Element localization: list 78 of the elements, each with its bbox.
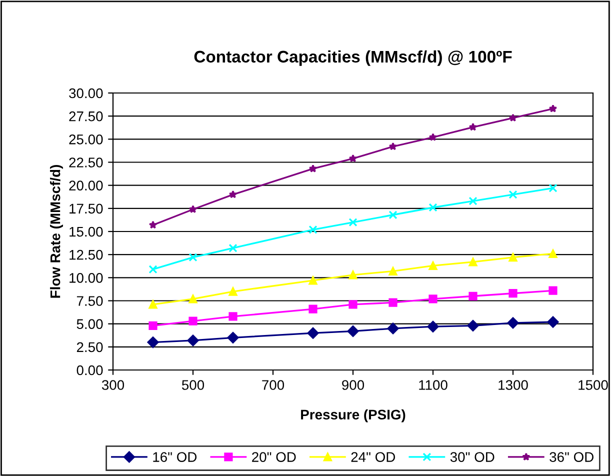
point bbox=[228, 244, 238, 252]
point bbox=[188, 253, 198, 262]
point bbox=[308, 304, 318, 314]
point bbox=[548, 249, 558, 258]
point bbox=[308, 225, 318, 234]
point bbox=[548, 184, 558, 192]
point bbox=[388, 210, 398, 220]
x-tick-label: 1300 bbox=[498, 380, 528, 390]
point bbox=[428, 294, 438, 304]
point bbox=[148, 265, 158, 274]
point bbox=[388, 142, 398, 150]
y-tick-label: 2.50 bbox=[76, 342, 103, 352]
point bbox=[388, 298, 398, 307]
y-tick-label: 27.50 bbox=[69, 111, 103, 122]
x-tick-label: 900 bbox=[342, 380, 364, 390]
point bbox=[428, 203, 438, 212]
y-tick-label: 7.50 bbox=[76, 296, 103, 306]
y-tick-label: 12.50 bbox=[70, 250, 103, 260]
point bbox=[308, 276, 318, 285]
point bbox=[307, 327, 319, 339]
point bbox=[148, 321, 158, 330]
point bbox=[347, 325, 359, 337]
y-tick-label: 5.00 bbox=[76, 319, 103, 330]
legend-label: 36" OD bbox=[550, 452, 594, 462]
point bbox=[548, 286, 558, 295]
point bbox=[427, 320, 439, 332]
point bbox=[468, 292, 478, 300]
x-tick-label: 300 bbox=[102, 380, 124, 390]
y-axis-title: Flow Rate (MMscf/d) bbox=[50, 165, 63, 298]
point bbox=[387, 322, 399, 334]
point bbox=[508, 253, 518, 262]
x-axis-title: Pressure (PSIG) bbox=[301, 409, 406, 422]
point bbox=[187, 334, 199, 346]
point bbox=[468, 122, 478, 131]
point bbox=[228, 190, 238, 198]
point bbox=[468, 258, 478, 266]
y-tick-label: 25.00 bbox=[69, 134, 103, 144]
point bbox=[428, 133, 438, 141]
point bbox=[228, 312, 238, 321]
legend-label: 30" OD bbox=[450, 452, 494, 462]
point bbox=[148, 300, 158, 309]
point bbox=[467, 320, 479, 332]
y-tick-label: 30.00 bbox=[69, 88, 103, 98]
point bbox=[508, 190, 518, 199]
y-tick-label: 0.00 bbox=[76, 365, 103, 376]
point bbox=[388, 266, 398, 276]
point bbox=[507, 317, 519, 329]
point bbox=[188, 316, 198, 326]
point bbox=[308, 164, 318, 172]
legend-label: 16" OD bbox=[153, 452, 197, 462]
point bbox=[148, 220, 158, 229]
point bbox=[508, 289, 518, 298]
point bbox=[188, 205, 198, 213]
point bbox=[547, 316, 559, 328]
point bbox=[228, 287, 238, 296]
point bbox=[348, 218, 358, 227]
point bbox=[188, 294, 198, 304]
y-tick-label: 17.50 bbox=[70, 204, 103, 214]
point bbox=[147, 336, 159, 348]
point bbox=[227, 332, 239, 344]
point bbox=[348, 154, 358, 162]
chart-title: Contactor Capacities (MMscf/d) @ 100ºF bbox=[194, 50, 512, 66]
point bbox=[348, 300, 358, 309]
x-tick-label: 500 bbox=[182, 380, 204, 390]
point bbox=[428, 261, 438, 270]
x-tick-label: 1500 bbox=[578, 380, 608, 390]
point bbox=[548, 104, 558, 112]
point bbox=[508, 114, 518, 122]
x-tick-label: 1100 bbox=[419, 380, 448, 390]
legend-label: 20" OD bbox=[252, 452, 296, 462]
y-tick-label: 22.50 bbox=[69, 158, 103, 168]
y-tick-label: 10.00 bbox=[70, 273, 103, 283]
point bbox=[348, 270, 358, 280]
y-tick-label: 20.00 bbox=[69, 180, 103, 191]
x-tick-label: 700 bbox=[262, 380, 284, 390]
point bbox=[468, 196, 478, 206]
y-tick-label: 15.00 bbox=[70, 226, 103, 237]
legend-label: 24" OD bbox=[351, 452, 396, 462]
